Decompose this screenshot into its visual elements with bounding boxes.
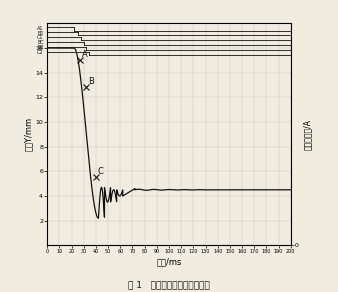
Y-axis label: 行程Y/mm: 行程Y/mm (24, 117, 32, 151)
Text: 图 1   真空断路器分闸行程曲线: 图 1 真空断路器分闸行程曲线 (128, 280, 210, 289)
Text: C1: C1 (37, 35, 44, 41)
Text: C2: C2 (37, 50, 44, 55)
X-axis label: 时间/ms: 时间/ms (156, 257, 182, 266)
Text: B: B (88, 77, 94, 86)
Text: C: C (98, 167, 104, 176)
Y-axis label: 分等圈电流/A: 分等圈电流/A (303, 119, 312, 150)
Text: BC: BC (37, 40, 44, 45)
Text: B1: B1 (37, 31, 44, 36)
Text: A1: A1 (37, 26, 44, 31)
Text: B2: B2 (37, 45, 44, 50)
Text: A: A (82, 50, 88, 59)
